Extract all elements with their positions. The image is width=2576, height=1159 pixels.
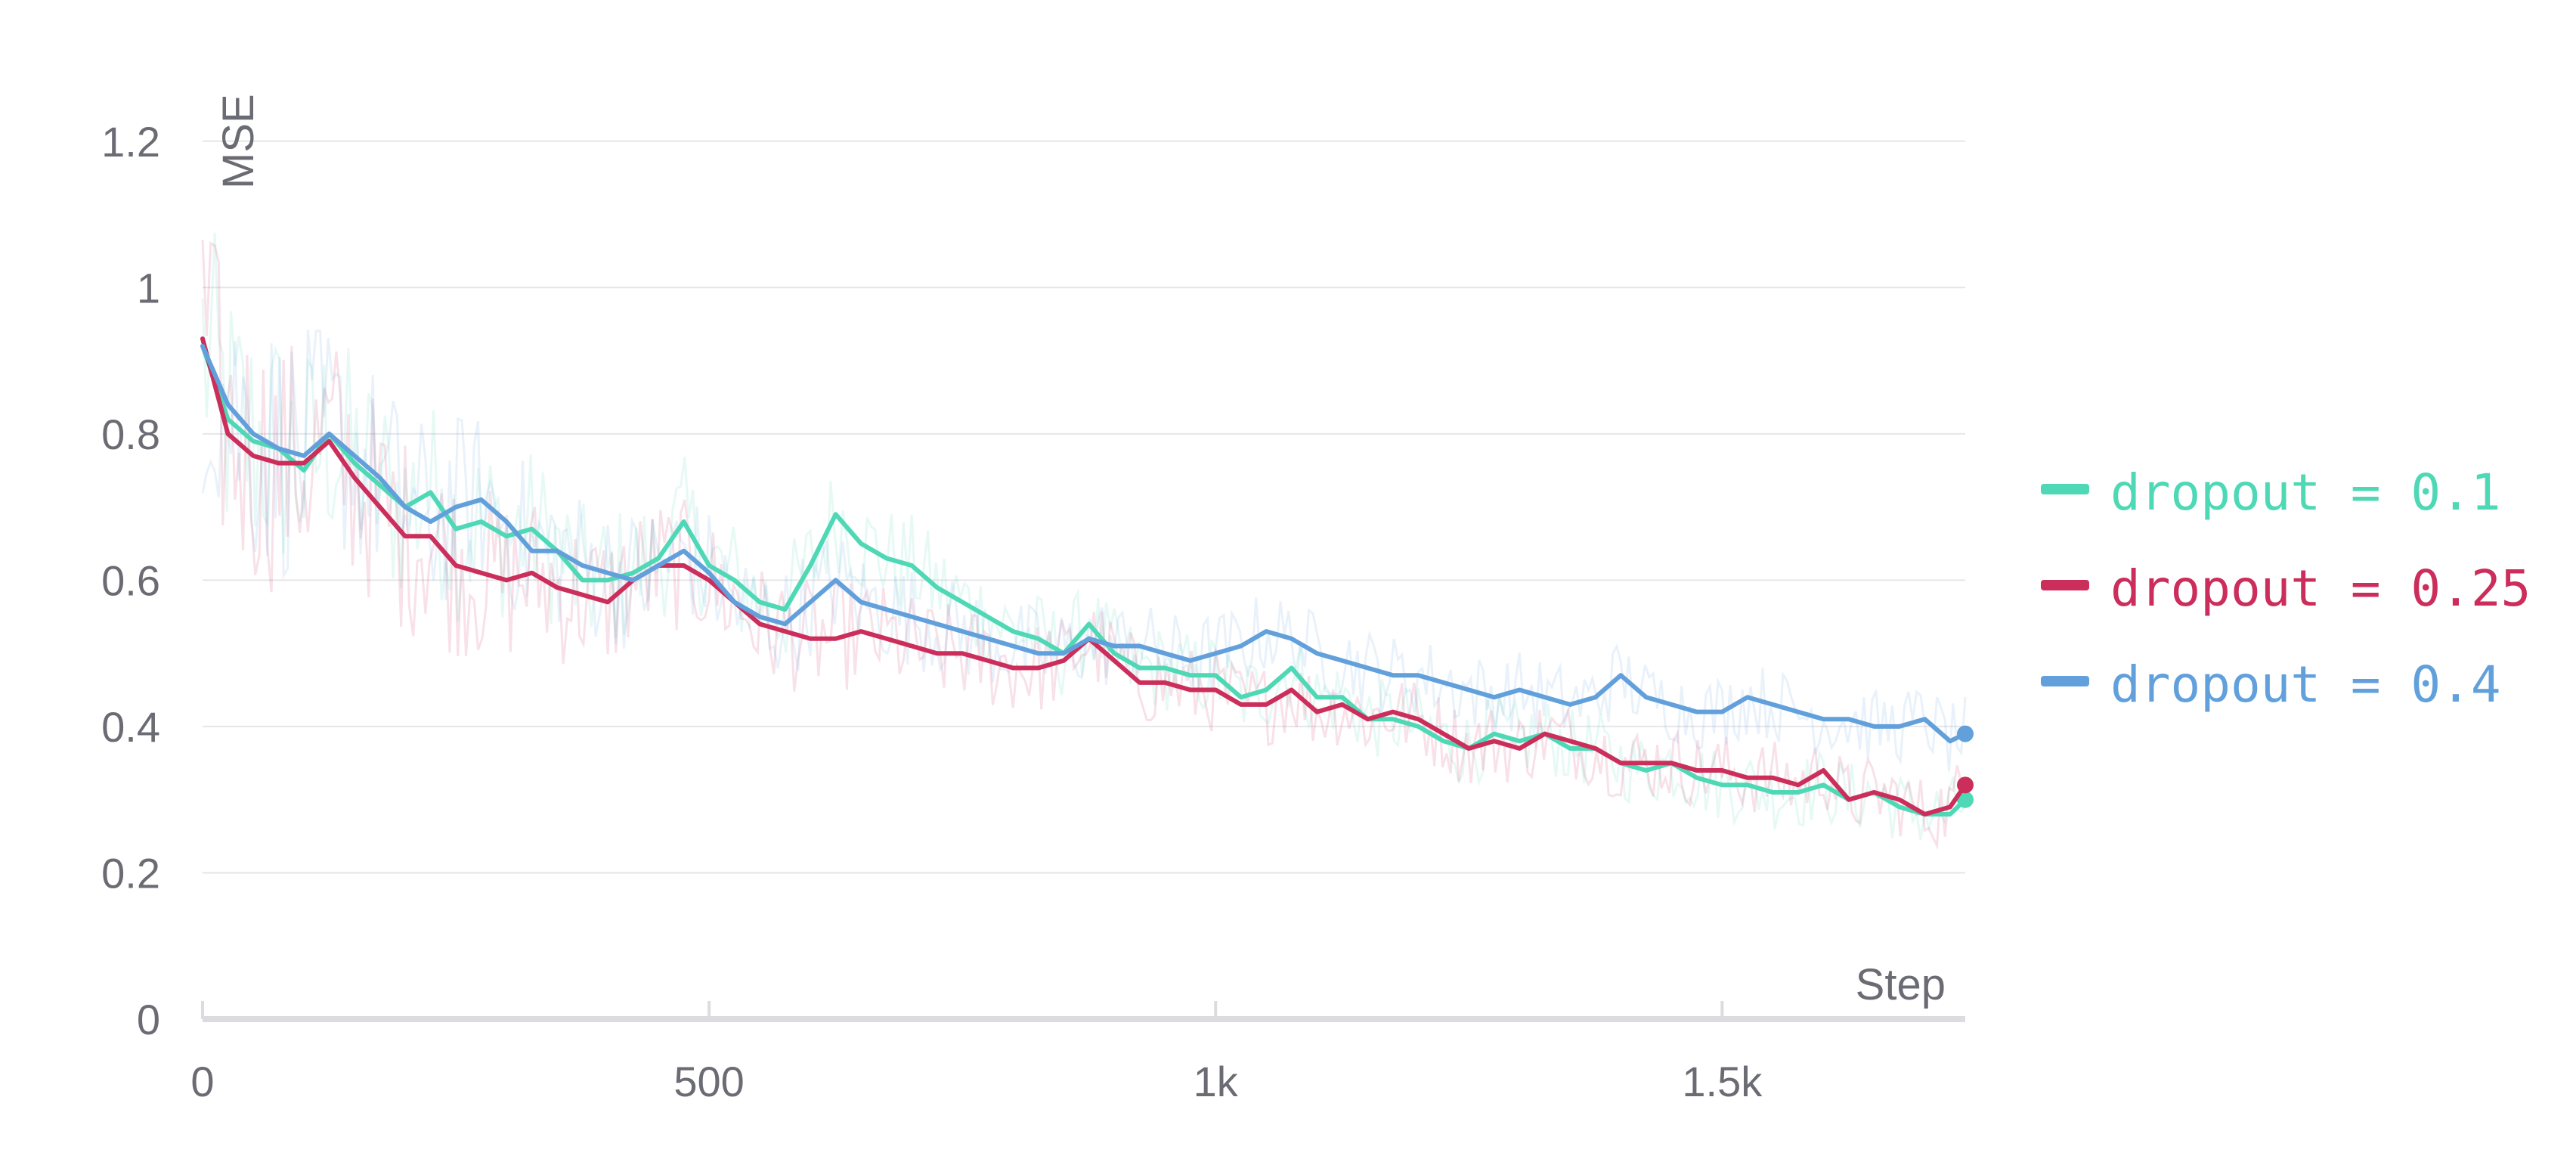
y-tick-label: 1.2	[101, 118, 160, 166]
series-end-point-0	[1957, 791, 1974, 808]
legend-label-0[interactable]: dropout = 0.1	[2110, 463, 2501, 522]
x-tick-label: 1.5k	[1682, 1058, 1763, 1105]
x-tick-label: 0	[190, 1058, 214, 1105]
legend-swatch-1	[2041, 580, 2089, 590]
legend-swatch-0	[2041, 484, 2089, 494]
legend-swatch-2	[2041, 676, 2089, 686]
series-end-point-1	[1957, 776, 1974, 794]
y-tick-label: 0	[137, 996, 160, 1043]
y-tick-label: 1	[137, 264, 160, 311]
raw-traces	[201, 232, 1967, 850]
axes: 0 0.2 0.4 0.6 0.8 1 1.2 0 500 1k 1.5k	[101, 118, 1965, 1105]
y-tick-label: 0.6	[101, 556, 160, 604]
x-tick-label: 500	[673, 1058, 744, 1105]
series-lines	[200, 336, 1974, 817]
x-tick-label: 1k	[1194, 1058, 1239, 1105]
legend-label-2[interactable]: dropout = 0.4	[2110, 655, 2501, 714]
y-tick-label: 0.8	[101, 411, 160, 458]
series-line-1[interactable]	[200, 336, 1968, 817]
raw-trace-2	[201, 329, 1967, 772]
y-tick-label: 0.2	[101, 849, 160, 897]
legend: dropout = 0.1 dropout = 0.25 dropout = 0.4	[2041, 463, 2531, 714]
raw-trace-0	[201, 232, 1967, 841]
series-line-0[interactable]	[200, 343, 1968, 817]
grid	[203, 140, 1965, 874]
y-axis-title: MSE	[214, 94, 263, 189]
series-end-point-2	[1957, 725, 1974, 742]
raw-trace-1	[201, 240, 1967, 850]
legend-label-1[interactable]: dropout = 0.25	[2110, 559, 2531, 618]
x-axis-title: Step	[1856, 960, 1946, 1009]
series-line-2[interactable]	[200, 343, 1968, 744]
y-tick-label: 0.4	[101, 703, 160, 751]
